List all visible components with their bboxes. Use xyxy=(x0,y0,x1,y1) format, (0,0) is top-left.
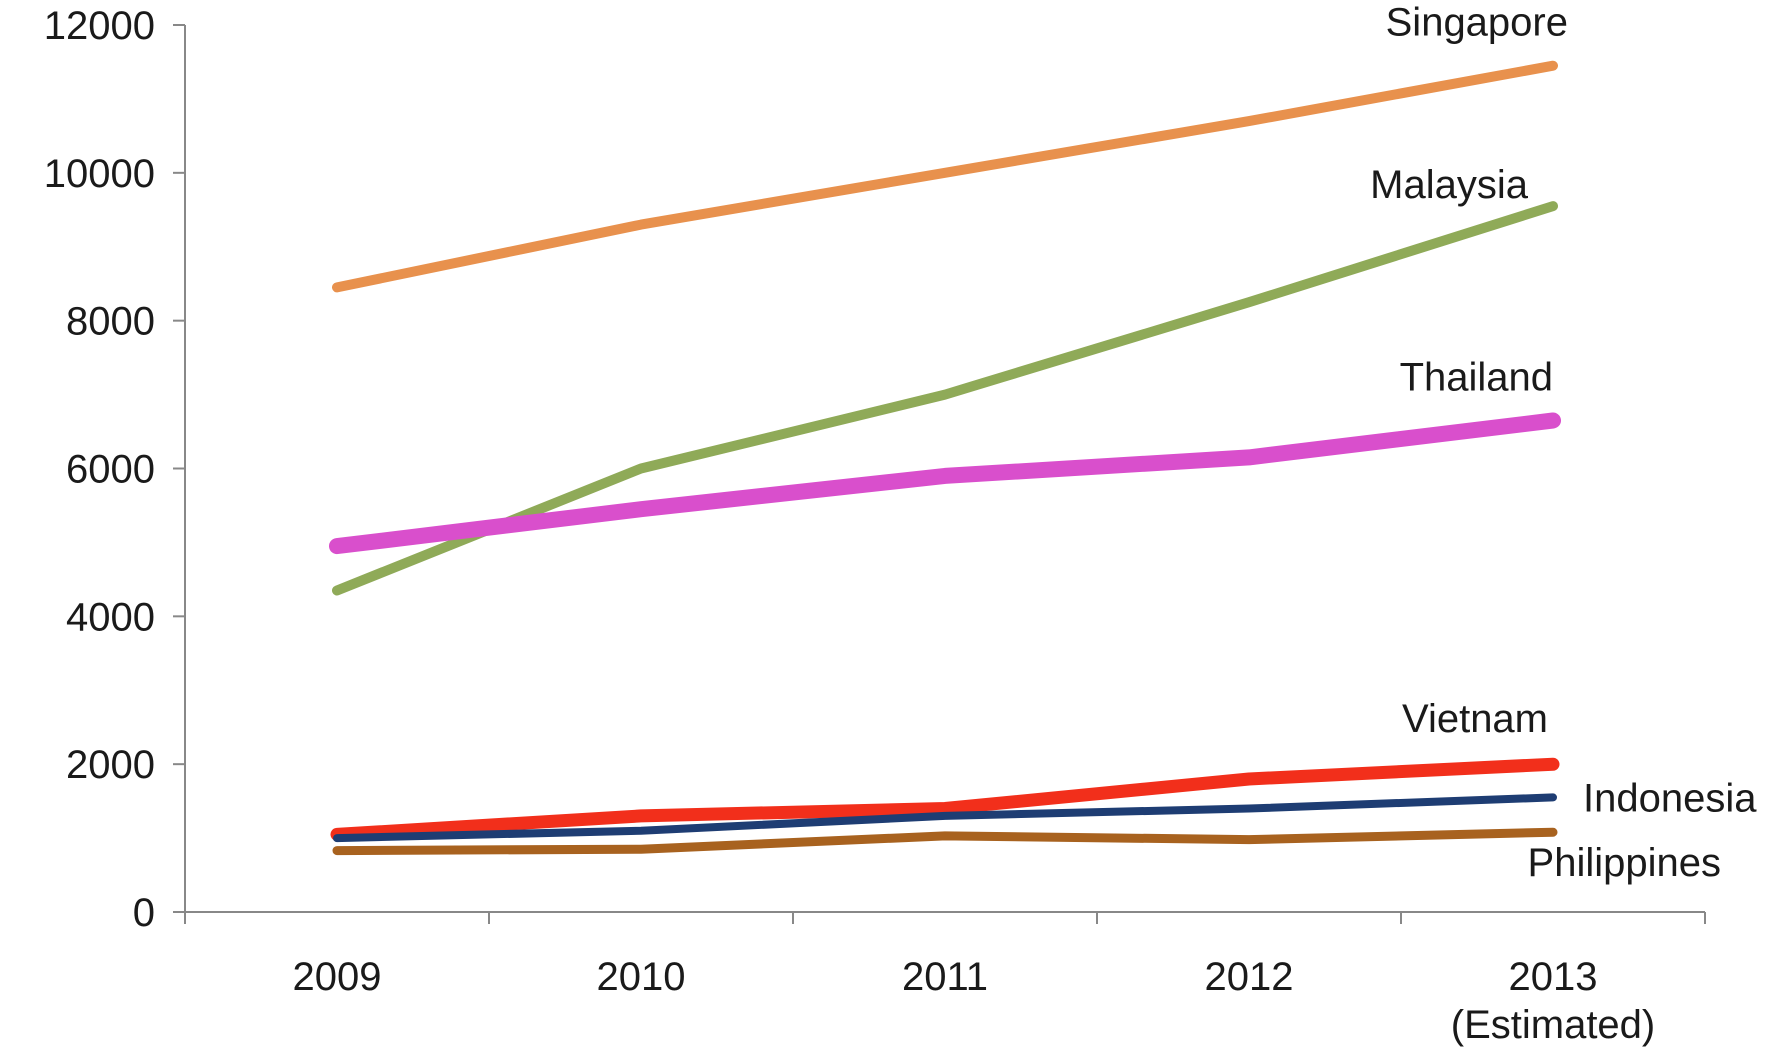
x-tick-label: 2013 xyxy=(1509,955,1598,999)
x-tick-label: 2009 xyxy=(293,955,382,999)
series-lines xyxy=(329,60,1561,856)
series-labels: Singapore Malaysia Thailand Vietnam Indonesi… xyxy=(1370,1,1757,886)
y-tick-label: 10000 xyxy=(44,152,155,196)
series-line-thailand xyxy=(329,412,1561,555)
series-label-malaysia: Malaysia xyxy=(1370,163,1529,207)
x-tick-label: 2011 xyxy=(902,955,988,999)
x-tick-sublabel: (Estimated) xyxy=(1451,1003,1656,1047)
series-line-indonesia xyxy=(333,793,1557,843)
series-label-thailand: Thailand xyxy=(1400,355,1553,399)
series-line-vietnam xyxy=(330,757,1560,841)
series-label-philippines: Philippines xyxy=(1528,841,1721,885)
y-tick-label: 4000 xyxy=(66,595,155,639)
series-line-singapore xyxy=(332,60,1558,293)
y-tick-label: 2000 xyxy=(66,743,155,787)
series-line-malaysia xyxy=(332,201,1558,596)
x-tick-label: 2010 xyxy=(597,955,686,999)
y-tick-label: 8000 xyxy=(66,300,155,344)
series-label-indonesia: Indonesia xyxy=(1583,776,1757,820)
y-ticks: 0 2000 4000 6000 8000 10000 12000 xyxy=(44,4,185,935)
series-label-singapore: Singapore xyxy=(1386,1,1568,45)
y-tick-label: 6000 xyxy=(66,448,155,492)
x-ticks: 2009 2010 2011 2012 2013(Estimated) xyxy=(184,912,1706,1047)
y-tick-label: 0 xyxy=(133,891,155,935)
series-label-vietnam: Vietnam xyxy=(1402,697,1548,741)
x-tick-label: 2012 xyxy=(1205,955,1294,999)
y-tick-label: 12000 xyxy=(44,4,155,48)
series-line-philippines xyxy=(332,827,1558,856)
